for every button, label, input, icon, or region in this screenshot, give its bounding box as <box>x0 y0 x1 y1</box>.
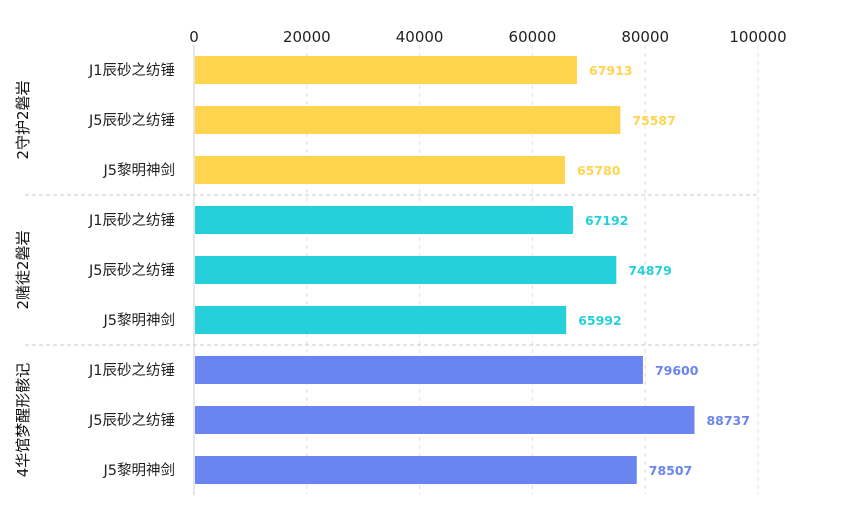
bars <box>195 56 695 484</box>
category-label: J5黎明神剑 <box>102 462 175 479</box>
bar <box>195 406 695 434</box>
group-separators <box>25 194 758 346</box>
bar <box>195 456 637 484</box>
group-label: 2赌徒2磐岩 <box>14 230 32 309</box>
data-label: 65992 <box>578 313 622 328</box>
category-label: J5辰砂之纺锤 <box>88 262 175 279</box>
bar <box>195 256 617 284</box>
data-label: 67192 <box>585 213 629 228</box>
data-label: 88737 <box>706 413 750 428</box>
category-label: J5辰砂之纺锤 <box>88 412 175 429</box>
x-tick-label: 60000 <box>509 28 557 46</box>
category-labels: J1辰砂之纺锤 J5辰砂之纺锤 J5黎明神剑 J1辰砂之纺锤 J5辰砂之纺锤 J5黎明神剑… <box>88 62 175 479</box>
data-label: 67913 <box>589 63 633 78</box>
category-label: J1辰砂之纺锤 <box>88 212 175 229</box>
x-tick-label: 20000 <box>283 28 331 46</box>
data-label: 75587 <box>632 113 676 128</box>
bar <box>195 206 573 234</box>
x-tick-label: 80000 <box>621 28 669 46</box>
x-tick-label: 40000 <box>396 28 444 46</box>
bar <box>195 156 565 184</box>
bar <box>195 306 567 334</box>
bar <box>195 106 621 134</box>
category-label: J5黎明神剑 <box>102 312 175 329</box>
data-label: 78507 <box>649 463 693 478</box>
category-label: J5黎明神剑 <box>102 162 175 179</box>
data-label: 65780 <box>577 163 621 178</box>
data-label: 74879 <box>628 263 672 278</box>
category-label: J1辰砂之纺锤 <box>88 62 175 79</box>
x-tick-label: 100000 <box>729 28 786 46</box>
bar <box>195 356 643 384</box>
value-labels: 67913 75587 65780 67192 74879 65992 79600 88737… <box>577 63 750 478</box>
bar <box>195 56 578 84</box>
data-label: 79600 <box>655 363 699 378</box>
x-tick-label: 0 <box>189 28 199 46</box>
group-label: 2守护2磐岩 <box>14 80 32 159</box>
category-label: J5辰砂之纺锤 <box>88 112 175 129</box>
x-axis-ticks: 0 20000 40000 60000 80000 100000 <box>189 28 786 46</box>
group-labels: 2守护2磐岩 2赌徒2磐岩 4华馆梦醒形骸记 <box>14 80 32 477</box>
category-label: J1辰砂之纺锤 <box>88 362 175 379</box>
group-label: 4华馆梦醒形骸记 <box>14 363 32 478</box>
